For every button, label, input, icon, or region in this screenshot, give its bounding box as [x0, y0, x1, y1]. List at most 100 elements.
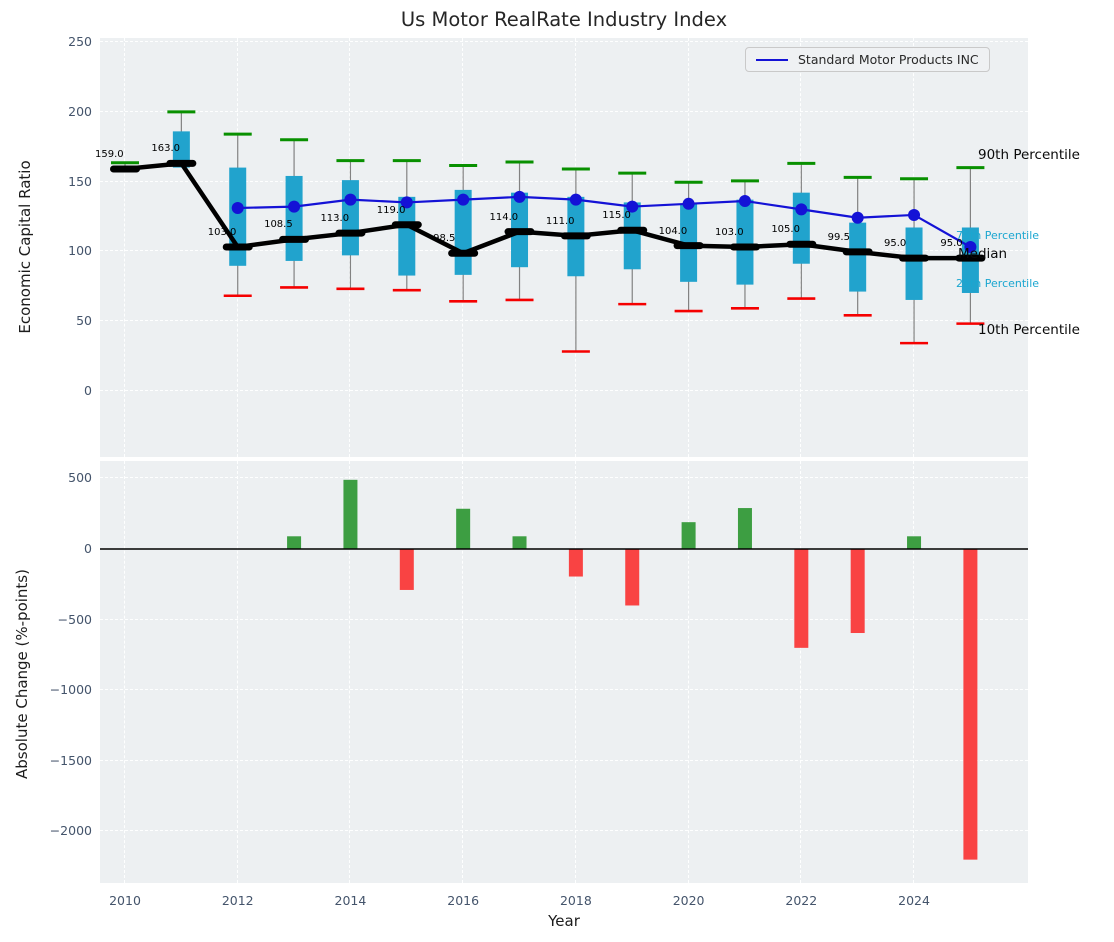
change-bar [456, 508, 471, 549]
company-point [457, 193, 470, 206]
x-tick: 2024 [898, 893, 930, 908]
top-gridline-h [100, 180, 1028, 182]
x-axis-label: Year [548, 912, 580, 930]
median-dash-marker [110, 165, 140, 173]
company-point [400, 196, 413, 209]
x-tick: 2010 [109, 893, 141, 908]
median-annotation: 114.0 [489, 211, 519, 223]
legend-line-sample [756, 58, 788, 61]
change-bar [343, 479, 358, 549]
bottom-gridline-h [100, 759, 1028, 761]
change-bar [625, 549, 640, 606]
top-y-tick: 200 [68, 103, 92, 119]
top-gridline-h [100, 110, 1028, 112]
median-dash-marker [279, 235, 310, 243]
legend-label: Standard Motor Products INC [798, 52, 979, 67]
percentile-box [229, 167, 247, 266]
top-gridline-h [100, 319, 1028, 321]
median-annotation: 111.0 [545, 215, 575, 227]
median-annotation: 159.0 [95, 148, 124, 160]
median-annotation: 95.0 [884, 238, 907, 250]
median-annotation: 99.5 [827, 231, 850, 243]
company-point [513, 190, 526, 203]
top-plot-area [100, 38, 1028, 457]
median-annotation: 98.5 [433, 233, 456, 245]
top-y-tick: 0 [84, 382, 92, 398]
bottom-gridline-v [913, 461, 915, 883]
median-dash-marker [504, 228, 535, 236]
label-10th-percentile: 10th Percentile [978, 322, 1080, 338]
company-point [851, 211, 864, 224]
change-bar [963, 549, 978, 860]
change-bar [681, 522, 696, 549]
median-annotation: 95.0 [940, 238, 963, 250]
change-bar [907, 536, 922, 549]
top-y-tick: 100 [68, 243, 92, 259]
median-dash-marker [842, 248, 873, 256]
company-point [682, 197, 695, 210]
label-median: Median [958, 246, 1008, 262]
bottom-gridline-v [462, 461, 464, 883]
median-annotation: 108.5 [264, 219, 293, 231]
bottom-gridline-v [800, 461, 802, 883]
change-bar [399, 549, 414, 590]
median-dash-marker [729, 243, 760, 251]
bottom-gridline-v [574, 461, 576, 883]
percentile-box [849, 222, 867, 292]
change-bar [737, 508, 752, 549]
median-annotation: 105.0 [771, 224, 800, 236]
median-dash-marker [560, 232, 591, 240]
x-tick: 2018 [559, 893, 592, 908]
bottom-y-tick: −2000 [49, 823, 92, 839]
median-dash-marker [673, 242, 704, 250]
top-gridline-v [124, 38, 125, 457]
bottom-gridline-h [100, 689, 1028, 691]
median-dash-marker [335, 229, 366, 237]
bottom-gridline-v [349, 461, 351, 883]
top-chart-svg [110, 110, 986, 353]
top-gridline-h [100, 41, 1028, 43]
company-point [738, 195, 751, 208]
chart-title: Us Motor RealRate Industry Index [400, 8, 728, 31]
bottom-y-tick: 500 [68, 470, 92, 486]
percentile-box [736, 199, 754, 285]
change-bar [568, 549, 583, 577]
bottom-gridline-v [687, 461, 689, 883]
bottom-chart-svg [100, 479, 1028, 860]
median-annotation: 163.0 [151, 143, 180, 155]
company-point [626, 200, 639, 213]
bottom-gridline-v [236, 461, 238, 883]
bottom-y-tick: −1500 [49, 752, 92, 768]
label-75th-percentile: 75th Percentile [956, 229, 1040, 242]
percentile-box [172, 131, 190, 168]
bottom-y-tick: −500 [57, 611, 92, 627]
company-point [908, 208, 921, 221]
median-annotation: 103.0 [714, 227, 744, 238]
bottom-gridline-h [100, 830, 1028, 832]
median-annotation: 119.0 [376, 204, 406, 216]
top-y-tick: 250 [68, 34, 92, 50]
legend: Standard Motor Products INC [745, 47, 990, 72]
median-dash-marker [166, 159, 197, 167]
top-y-tick: 50 [76, 312, 92, 328]
x-tick: 2014 [334, 893, 367, 908]
median-dash-marker [222, 243, 253, 251]
median-annotation: 103.0 [207, 227, 237, 238]
x-tick: 2012 [221, 893, 254, 908]
top-y-tick: 150 [68, 173, 92, 189]
bottom-plot-area [100, 461, 1028, 883]
company-point [288, 200, 301, 213]
company-point [569, 193, 582, 206]
change-bar [850, 549, 865, 634]
company-series-line [237, 195, 971, 248]
median-dash-marker [786, 240, 817, 248]
x-tick: 2016 [447, 893, 480, 908]
top-gridline-h [100, 389, 1028, 391]
median-dash-marker [448, 249, 479, 257]
percentile-box [623, 202, 641, 270]
company-point [795, 203, 808, 216]
percentile-box [905, 227, 923, 300]
median-dash-marker [617, 226, 648, 234]
median-dash-marker [391, 221, 422, 229]
